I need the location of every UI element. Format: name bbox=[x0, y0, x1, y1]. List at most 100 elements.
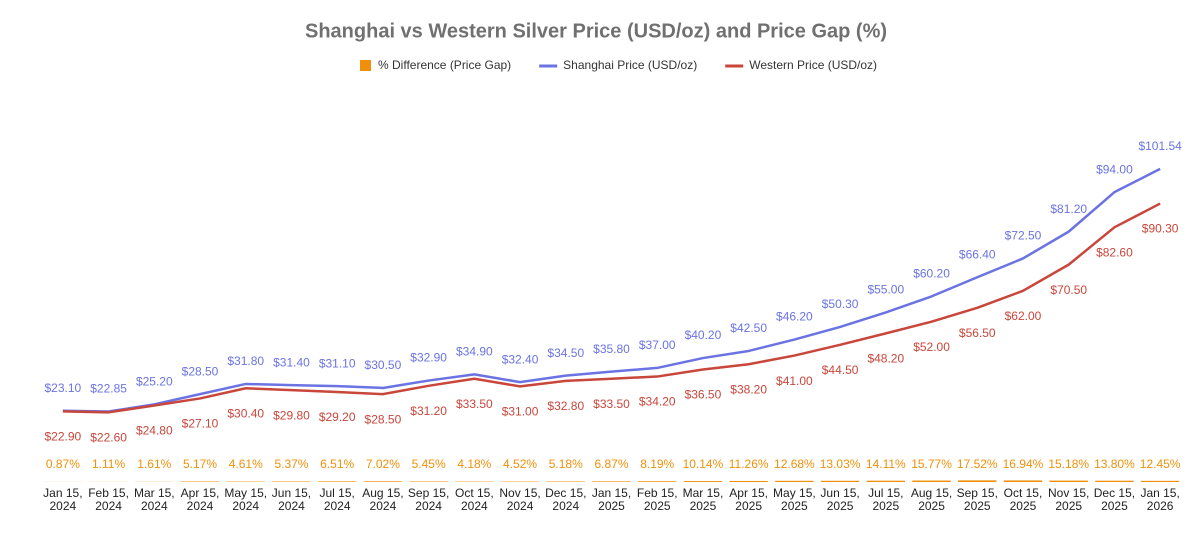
data-label: $24.80 bbox=[136, 424, 173, 438]
x-tick-label: Sep 15, 2025 bbox=[957, 486, 998, 513]
x-tick-label: Feb 15, 2024 bbox=[88, 486, 129, 513]
x-tick-label: May 15, 2024 bbox=[224, 486, 267, 513]
data-label: $37.00 bbox=[639, 338, 676, 352]
data-label: $29.80 bbox=[273, 408, 310, 422]
data-label: $22.85 bbox=[90, 382, 127, 396]
data-label: $25.20 bbox=[136, 374, 173, 388]
data-label: $101.54 bbox=[1138, 139, 1182, 153]
data-label: $32.80 bbox=[547, 399, 584, 413]
data-label: 6.87% bbox=[594, 457, 628, 471]
data-label: $28.50 bbox=[365, 412, 402, 426]
x-tick-label: Nov 15, 2025 bbox=[1048, 486, 1089, 513]
data-label: $31.80 bbox=[227, 354, 264, 368]
data-label: 1.61% bbox=[137, 457, 171, 471]
data-label: $60.20 bbox=[913, 267, 950, 281]
data-label: $29.20 bbox=[319, 410, 356, 424]
data-label: $31.40 bbox=[273, 355, 310, 369]
line bbox=[62, 167, 1161, 413]
x-tick-label: Jun 15, 2024 bbox=[272, 486, 311, 513]
bar bbox=[820, 480, 860, 482]
data-label: $56.50 bbox=[959, 326, 996, 340]
data-label: $82.60 bbox=[1096, 245, 1133, 259]
data-label: $52.00 bbox=[913, 340, 950, 354]
data-label: $90.30 bbox=[1142, 222, 1179, 236]
x-tick-label: Jul 15, 2024 bbox=[320, 486, 355, 513]
data-label: $33.50 bbox=[593, 397, 630, 411]
data-label: 17.52% bbox=[957, 457, 998, 471]
x-tick-label: Apr 15, 2024 bbox=[181, 486, 220, 513]
x-tick-label: Sep 15, 2024 bbox=[408, 486, 449, 513]
x-tick-label: Oct 15, 2025 bbox=[1004, 486, 1043, 513]
bar bbox=[729, 480, 768, 482]
x-tick-label: Oct 15, 2024 bbox=[455, 486, 494, 513]
data-label: $28.50 bbox=[182, 364, 219, 378]
data-label: $33.50 bbox=[456, 397, 493, 411]
bar bbox=[866, 480, 906, 482]
data-label: $35.80 bbox=[593, 342, 630, 356]
data-label: 12.45% bbox=[1140, 457, 1181, 471]
bar bbox=[912, 480, 951, 482]
x-tick-label: Mar 15, 2024 bbox=[134, 486, 175, 513]
data-label: $40.20 bbox=[685, 328, 722, 342]
data-label: 15.18% bbox=[1048, 457, 1089, 471]
legend-label: % Difference (Price Gap) bbox=[378, 58, 511, 72]
data-label: $38.20 bbox=[730, 382, 767, 396]
data-label: $66.40 bbox=[959, 247, 996, 261]
data-label: 14.11% bbox=[866, 457, 906, 471]
data-label: $32.90 bbox=[410, 351, 447, 365]
data-label: $22.90 bbox=[45, 430, 82, 444]
data-label: $30.50 bbox=[365, 358, 402, 372]
legend-swatch bbox=[360, 60, 371, 71]
data-label: 5.17% bbox=[183, 457, 217, 471]
bar bbox=[958, 480, 997, 482]
bar bbox=[1003, 480, 1043, 482]
x-tick-label: Mar 15, 2025 bbox=[683, 486, 724, 513]
bar bbox=[317, 481, 357, 482]
data-label: $31.00 bbox=[502, 405, 539, 419]
data-label: 10.14% bbox=[683, 457, 724, 471]
data-label: 7.02% bbox=[366, 457, 400, 471]
data-label: $72.50 bbox=[1005, 229, 1042, 243]
bar bbox=[409, 481, 448, 482]
data-label: 4.52% bbox=[503, 457, 537, 471]
x-tick-label: Dec 15, 2025 bbox=[1094, 486, 1135, 513]
data-label: $62.00 bbox=[1005, 309, 1042, 323]
data-label: $31.10 bbox=[319, 356, 356, 370]
data-label: $36.50 bbox=[685, 388, 722, 402]
data-label: 13.80% bbox=[1094, 457, 1135, 471]
data-label: 4.61% bbox=[229, 457, 263, 471]
data-label: $32.40 bbox=[502, 352, 539, 366]
x-tick-label: Nov 15, 2024 bbox=[499, 486, 540, 513]
bar bbox=[683, 481, 723, 482]
line bbox=[62, 202, 1161, 414]
bar bbox=[775, 480, 814, 482]
data-label: $34.90 bbox=[456, 345, 493, 359]
data-label: $70.50 bbox=[1050, 283, 1087, 297]
data-label: 12.68% bbox=[774, 457, 815, 471]
x-tick-label: Jul 15, 2025 bbox=[868, 486, 903, 513]
x-tick-label: Jan 15, 2026 bbox=[1140, 486, 1179, 513]
data-label: 6.51% bbox=[320, 457, 354, 471]
data-label: 0.87% bbox=[46, 457, 80, 471]
data-label: $31.20 bbox=[410, 404, 447, 418]
data-label: $41.00 bbox=[776, 374, 813, 388]
bar bbox=[638, 481, 677, 482]
data-label: $42.50 bbox=[730, 321, 767, 335]
data-label: 13.03% bbox=[820, 457, 861, 471]
data-label: $30.40 bbox=[227, 406, 264, 420]
data-label: $94.00 bbox=[1096, 162, 1133, 176]
x-tick-label: May 15, 2025 bbox=[773, 486, 816, 513]
x-tick-label: Feb 15, 2025 bbox=[637, 486, 678, 513]
bar bbox=[1095, 480, 1134, 482]
data-label: 5.37% bbox=[274, 457, 308, 471]
data-label: $55.00 bbox=[867, 283, 904, 297]
data-label: 8.19% bbox=[640, 457, 674, 471]
data-label: $34.50 bbox=[547, 346, 584, 360]
x-tick-label: Aug 15, 2025 bbox=[911, 486, 952, 513]
data-label: $48.20 bbox=[867, 352, 904, 366]
chart-title: Shanghai vs Western Silver Price (USD/oz… bbox=[305, 20, 887, 42]
data-label: 5.18% bbox=[549, 457, 583, 471]
data-label: 1.11% bbox=[92, 457, 125, 471]
x-tick-label: Jan 15, 2024 bbox=[43, 486, 82, 513]
data-label: 5.45% bbox=[412, 457, 446, 471]
